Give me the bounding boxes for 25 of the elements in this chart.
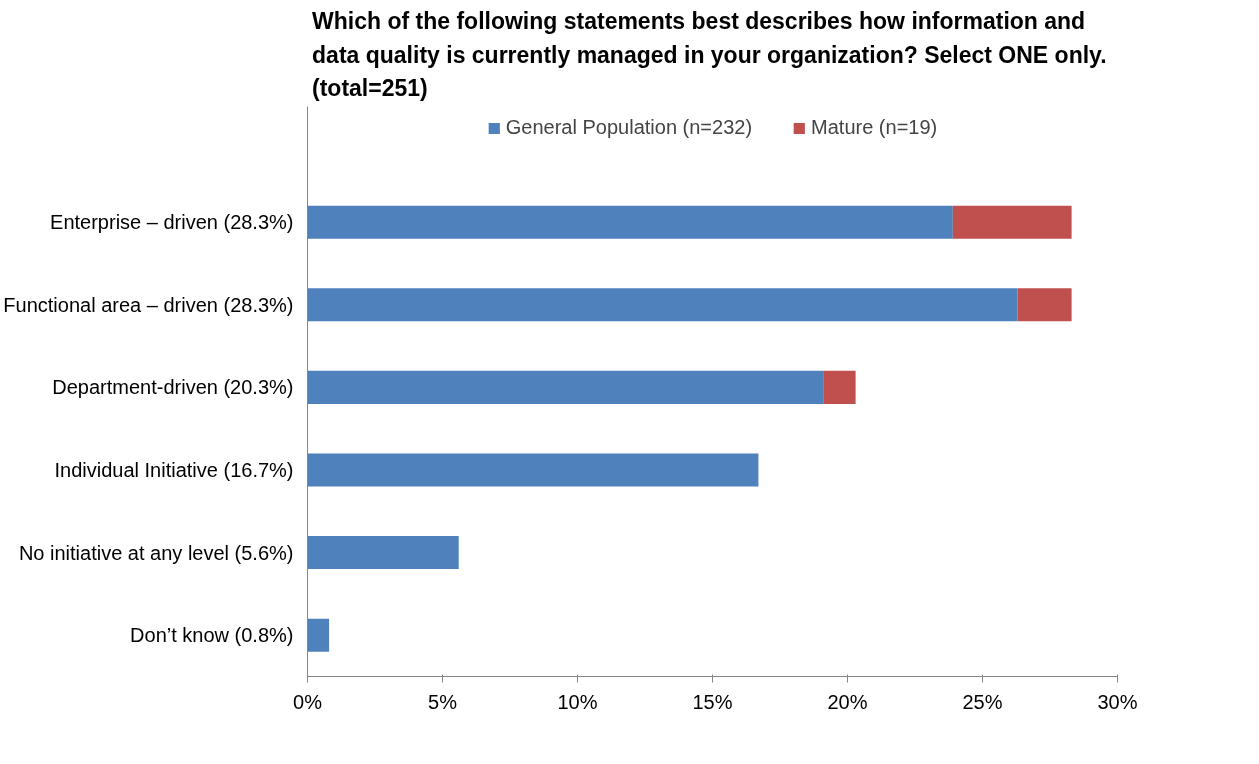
bar [307, 618, 330, 652]
bar [307, 453, 759, 487]
chart-title: Which of the following statements best describes how information and data quality is currently managed in your organization? Select ONE only. (total=251) [312, 7, 1107, 102]
y-tick-label: Don’t know (0.8%) [130, 624, 294, 647]
y-tick-label: No initiative at any level (5.6%) [18, 541, 294, 564]
bar [1017, 288, 1072, 322]
bar [307, 536, 459, 570]
bar [307, 205, 953, 239]
y-tick-label: Functional area – driven (28.3%) [3, 293, 294, 316]
y-tick-label: Individual Initiative (16.7%) [54, 458, 294, 481]
y-tick-label: Enterprise – driven (28.3%) [50, 211, 294, 234]
bar [307, 288, 1018, 322]
y-tick-label: Department-driven (20.3%) [52, 376, 294, 399]
x-tick-label: 30% [1097, 690, 1138, 713]
x-tick-label: 10% [557, 690, 598, 713]
x-tick-label: 5% [428, 690, 458, 713]
legend-label: General Population (n=232) [505, 116, 753, 139]
x-tick-label: 20% [827, 690, 868, 713]
bar [307, 370, 824, 404]
x-tick-label: 15% [692, 690, 733, 713]
x-tick-label: 0% [293, 690, 323, 713]
bar [952, 205, 1072, 239]
legend-label: Mature (n=19) [811, 116, 938, 139]
x-tick-label: 25% [962, 690, 1003, 713]
bar [823, 370, 856, 404]
